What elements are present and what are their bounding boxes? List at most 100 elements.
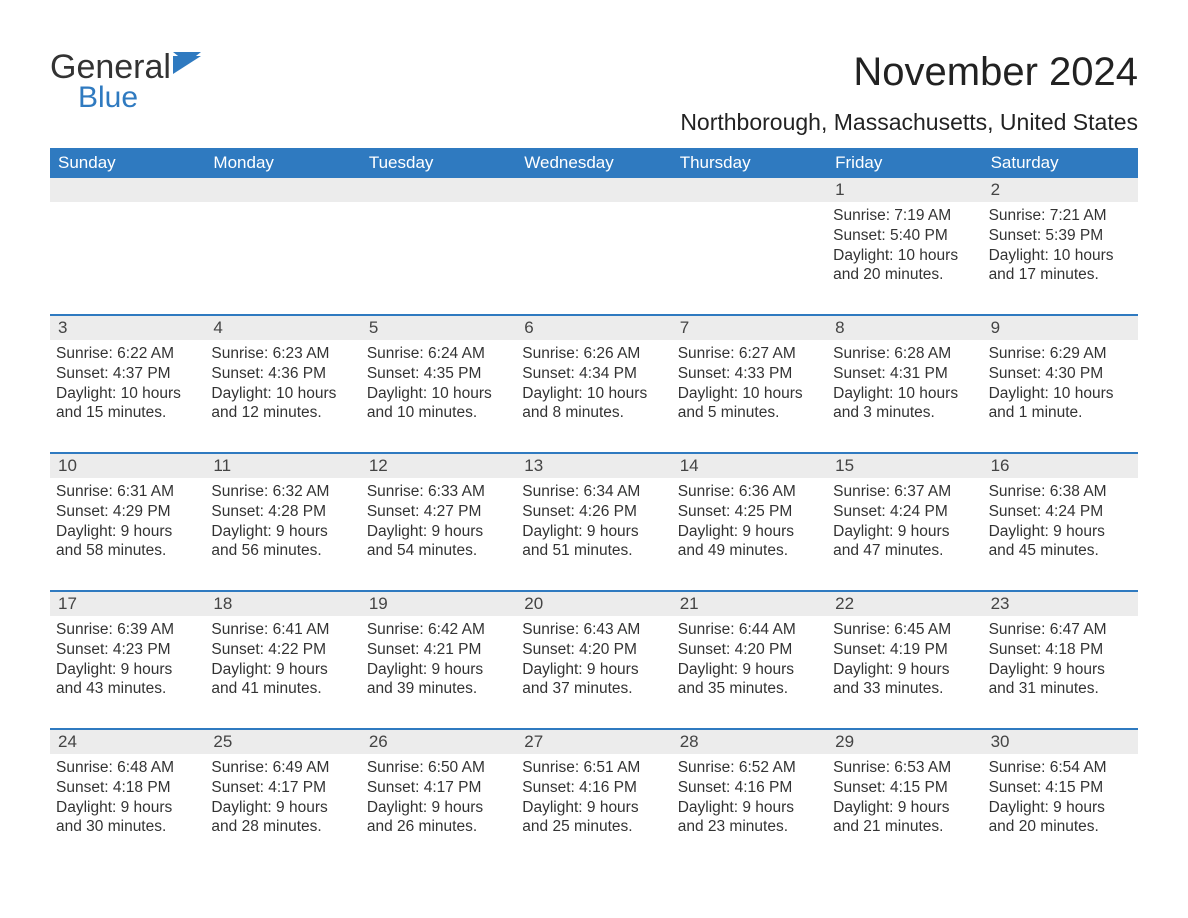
calendar-day: 6Sunrise: 6:26 AMSunset: 4:34 PMDaylight… <box>516 316 671 446</box>
daylight-text: Daylight: 9 hours and 25 minutes. <box>522 798 663 838</box>
sunset-text: Sunset: 4:28 PM <box>211 502 352 522</box>
sunrise-text: Sunrise: 6:32 AM <box>211 482 352 502</box>
day-details: Sunrise: 6:28 AMSunset: 4:31 PMDaylight:… <box>827 340 982 431</box>
sunrise-text: Sunrise: 6:51 AM <box>522 758 663 778</box>
sunrise-text: Sunrise: 6:23 AM <box>211 344 352 364</box>
sunrise-text: Sunrise: 6:49 AM <box>211 758 352 778</box>
daylight-text: Daylight: 9 hours and 56 minutes. <box>211 522 352 562</box>
day-details: Sunrise: 6:47 AMSunset: 4:18 PMDaylight:… <box>983 616 1138 707</box>
sunset-text: Sunset: 4:15 PM <box>989 778 1130 798</box>
calendar-day: 20Sunrise: 6:43 AMSunset: 4:20 PMDayligh… <box>516 592 671 722</box>
calendar-day: 11 Sunrise: 6:32 AMSunset: 4:28 PMDayligh… <box>205 454 360 584</box>
sunrise-text: Sunrise: 6:27 AM <box>678 344 819 364</box>
sunrise-text: Sunrise: 6:33 AM <box>367 482 508 502</box>
day-number <box>361 178 516 202</box>
daylight-text: Daylight: 9 hours and 41 minutes. <box>211 660 352 700</box>
sunrise-text: Sunrise: 6:52 AM <box>678 758 819 778</box>
day-number: 23 <box>983 592 1138 616</box>
day-details: Sunrise: 6:51 AMSunset: 4:16 PMDaylight:… <box>516 754 671 845</box>
sunset-text: Sunset: 4:25 PM <box>678 502 819 522</box>
day-details: Sunrise: 7:21 AMSunset: 5:39 PMDaylight:… <box>983 202 1138 293</box>
calendar: SundayMondayTuesdayWednesdayThursdayFrid… <box>50 148 1138 860</box>
sunset-text: Sunset: 4:20 PM <box>678 640 819 660</box>
calendar-day: 27Sunrise: 6:51 AMSunset: 4:16 PMDayligh… <box>516 730 671 860</box>
day-details: Sunrise: 7:19 AMSunset: 5:40 PMDaylight:… <box>827 202 982 293</box>
daylight-text: Daylight: 9 hours and 47 minutes. <box>833 522 974 562</box>
day-number: 11 <box>205 454 360 478</box>
sunrise-text: Sunrise: 6:26 AM <box>522 344 663 364</box>
sunset-text: Sunset: 4:19 PM <box>833 640 974 660</box>
sunrise-text: Sunrise: 6:29 AM <box>989 344 1130 364</box>
calendar-day: 10Sunrise: 6:31 AMSunset: 4:29 PMDayligh… <box>50 454 205 584</box>
sunrise-text: Sunrise: 6:41 AM <box>211 620 352 640</box>
weekday-header: Monday <box>205 148 360 178</box>
logo-flag-icon <box>173 52 201 74</box>
logo-text-general: General <box>50 50 171 84</box>
calendar-day <box>672 178 827 308</box>
day-number: 27 <box>516 730 671 754</box>
day-details: Sunrise: 6:33 AMSunset: 4:27 PMDaylight:… <box>361 478 516 569</box>
sunset-text: Sunset: 4:36 PM <box>211 364 352 384</box>
day-details: Sunrise: 6:45 AMSunset: 4:19 PMDaylight:… <box>827 616 982 707</box>
sunset-text: Sunset: 5:40 PM <box>833 226 974 246</box>
daylight-text: Daylight: 9 hours and 31 minutes. <box>989 660 1130 700</box>
day-number: 14 <box>672 454 827 478</box>
calendar-week: 17Sunrise: 6:39 AMSunset: 4:23 PMDayligh… <box>50 590 1138 722</box>
day-details: Sunrise: 6:22 AMSunset: 4:37 PMDaylight:… <box>50 340 205 431</box>
sunrise-text: Sunrise: 6:54 AM <box>989 758 1130 778</box>
day-details: Sunrise: 6:43 AMSunset: 4:20 PMDaylight:… <box>516 616 671 707</box>
day-number: 12 <box>361 454 516 478</box>
day-details: Sunrise: 6:48 AMSunset: 4:18 PMDaylight:… <box>50 754 205 845</box>
calendar-week: 10Sunrise: 6:31 AMSunset: 4:29 PMDayligh… <box>50 452 1138 584</box>
calendar-day: 9Sunrise: 6:29 AMSunset: 4:30 PMDaylight… <box>983 316 1138 446</box>
daylight-text: Daylight: 9 hours and 23 minutes. <box>678 798 819 838</box>
calendar-day: 28Sunrise: 6:52 AMSunset: 4:16 PMDayligh… <box>672 730 827 860</box>
header: General Blue November 2024 Northborough,… <box>50 50 1138 136</box>
calendar-day: 19Sunrise: 6:42 AMSunset: 4:21 PMDayligh… <box>361 592 516 722</box>
calendar-day: 30Sunrise: 6:54 AMSunset: 4:15 PMDayligh… <box>983 730 1138 860</box>
daylight-text: Daylight: 9 hours and 39 minutes. <box>367 660 508 700</box>
calendar-day: 15Sunrise: 6:37 AMSunset: 4:24 PMDayligh… <box>827 454 982 584</box>
day-number <box>672 178 827 202</box>
calendar-day: 21Sunrise: 6:44 AMSunset: 4:20 PMDayligh… <box>672 592 827 722</box>
sunset-text: Sunset: 4:35 PM <box>367 364 508 384</box>
day-number: 26 <box>361 730 516 754</box>
day-number: 29 <box>827 730 982 754</box>
daylight-text: Daylight: 9 hours and 26 minutes. <box>367 798 508 838</box>
day-number: 1 <box>827 178 982 202</box>
calendar-day <box>516 178 671 308</box>
sunset-text: Sunset: 4:33 PM <box>678 364 819 384</box>
day-details: Sunrise: 6:37 AMSunset: 4:24 PMDaylight:… <box>827 478 982 569</box>
sunrise-text: Sunrise: 6:42 AM <box>367 620 508 640</box>
day-number: 17 <box>50 592 205 616</box>
calendar-day: 3Sunrise: 6:22 AMSunset: 4:37 PMDaylight… <box>50 316 205 446</box>
sunset-text: Sunset: 4:18 PM <box>989 640 1130 660</box>
calendar-day: 18Sunrise: 6:41 AMSunset: 4:22 PMDayligh… <box>205 592 360 722</box>
sunset-text: Sunset: 4:37 PM <box>56 364 197 384</box>
calendar-day: 5Sunrise: 6:24 AMSunset: 4:35 PMDaylight… <box>361 316 516 446</box>
daylight-text: Daylight: 9 hours and 30 minutes. <box>56 798 197 838</box>
day-details: Sunrise: 6:23 AMSunset: 4:36 PMDaylight:… <box>205 340 360 431</box>
calendar-day: 8Sunrise: 6:28 AMSunset: 4:31 PMDaylight… <box>827 316 982 446</box>
weekday-header: Thursday <box>672 148 827 178</box>
logo: General Blue <box>50 50 201 111</box>
day-number: 8 <box>827 316 982 340</box>
day-number: 22 <box>827 592 982 616</box>
sunset-text: Sunset: 4:17 PM <box>211 778 352 798</box>
daylight-text: Daylight: 9 hours and 43 minutes. <box>56 660 197 700</box>
sunset-text: Sunset: 4:18 PM <box>56 778 197 798</box>
calendar-day: 14Sunrise: 6:36 AMSunset: 4:25 PMDayligh… <box>672 454 827 584</box>
day-number: 18 <box>205 592 360 616</box>
calendar-day: 24Sunrise: 6:48 AMSunset: 4:18 PMDayligh… <box>50 730 205 860</box>
sunset-text: Sunset: 4:27 PM <box>367 502 508 522</box>
daylight-text: Daylight: 10 hours and 20 minutes. <box>833 246 974 286</box>
day-number: 25 <box>205 730 360 754</box>
sunrise-text: Sunrise: 6:39 AM <box>56 620 197 640</box>
sunrise-text: Sunrise: 6:34 AM <box>522 482 663 502</box>
day-details: Sunrise: 6:49 AMSunset: 4:17 PMDaylight:… <box>205 754 360 845</box>
sunrise-text: Sunrise: 6:38 AM <box>989 482 1130 502</box>
sunset-text: Sunset: 4:31 PM <box>833 364 974 384</box>
sunrise-text: Sunrise: 6:37 AM <box>833 482 974 502</box>
daylight-text: Daylight: 9 hours and 54 minutes. <box>367 522 508 562</box>
daylight-text: Daylight: 9 hours and 21 minutes. <box>833 798 974 838</box>
